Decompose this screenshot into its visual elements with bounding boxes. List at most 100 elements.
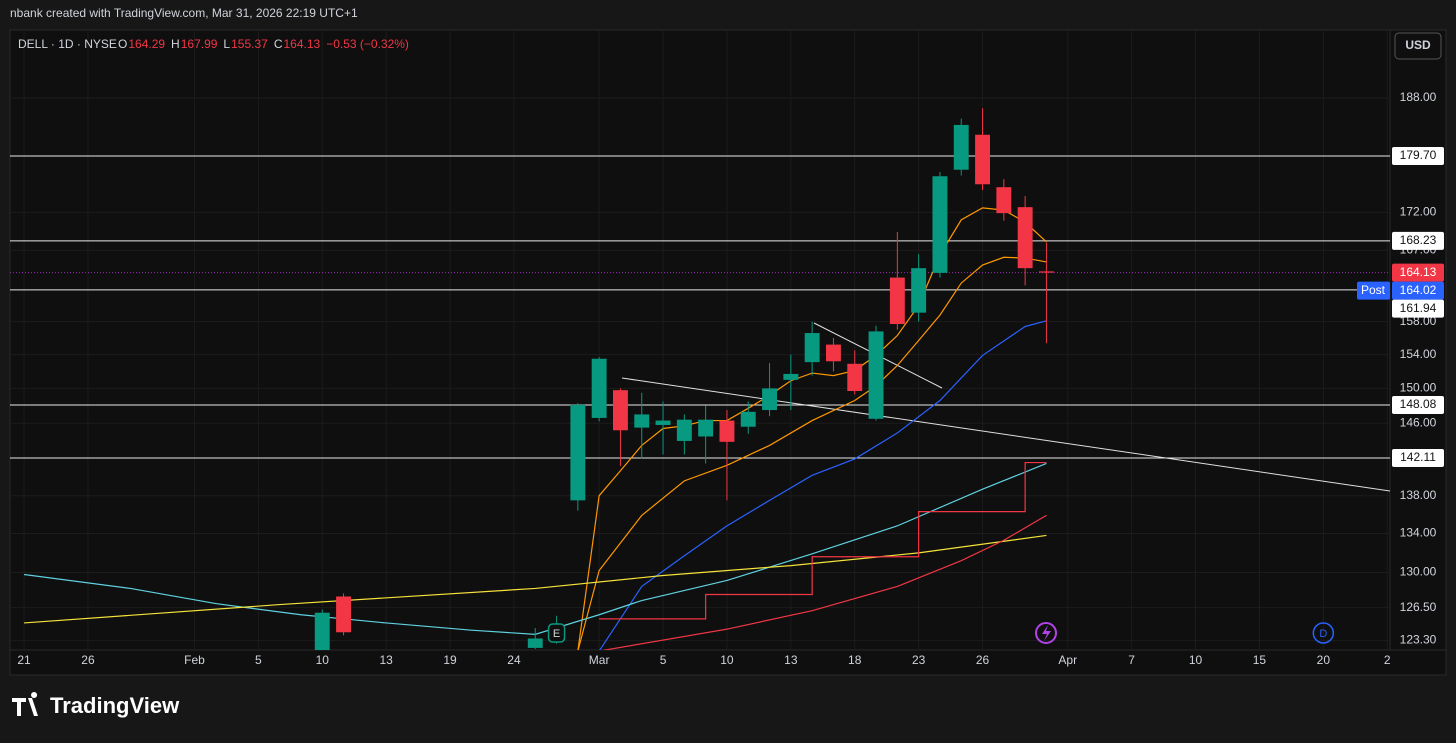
indicator-line [601, 514, 1047, 650]
symbol: DELL · 1D · NYSE [18, 37, 117, 51]
x-tick-label: 2 [1384, 653, 1391, 667]
price-label: 142.11 [1400, 450, 1436, 464]
alert-icon[interactable] [1035, 622, 1057, 644]
ohlc-letter: O [118, 37, 127, 51]
ohlc-letter: H [171, 37, 180, 51]
candle-body [1017, 207, 1033, 269]
candle-body [527, 638, 543, 648]
earnings-badge[interactable] [547, 623, 566, 643]
x-tick-label: 18 [848, 653, 862, 667]
y-tick-label: 188.00 [1400, 90, 1437, 104]
currency[interactable]: USD [1405, 38, 1431, 52]
y-tick-label: 150.00 [1400, 381, 1437, 395]
trend-line [621, 377, 1390, 492]
price-label-box [1392, 281, 1444, 300]
chart-pane [9, 29, 1447, 676]
post-tag: Post [1361, 283, 1386, 297]
x-tick-label: Apr [1058, 653, 1077, 667]
x-tick-label: 10 [316, 653, 330, 667]
y-tick-label: 123.30 [1400, 633, 1437, 647]
brand: TradingView [50, 693, 180, 718]
x-tick-label: 24 [507, 653, 521, 667]
candle-body [740, 411, 756, 427]
x-tick-label: 23 [912, 653, 926, 667]
y-tick-label: 130.00 [1400, 565, 1437, 579]
candle-body [911, 268, 927, 313]
ohlc-letter: C [274, 37, 283, 51]
candle-body [847, 363, 863, 392]
y-tick-label: 154.00 [1400, 347, 1437, 361]
candle-body [570, 404, 586, 501]
price-label: 179.70 [1400, 148, 1437, 162]
price-label-box [1392, 231, 1444, 250]
x-tick-label: 20 [1317, 653, 1331, 667]
candle-body [655, 420, 671, 425]
y-tick-label: 138.00 [1400, 488, 1437, 502]
indicator-line [599, 461, 1047, 620]
price-label-box [1392, 263, 1444, 282]
price-label-box [1392, 396, 1444, 415]
y-tick-label: 146.00 [1400, 415, 1437, 429]
candle-body [336, 596, 352, 633]
marker-label: D [1319, 628, 1327, 640]
x-tick-label: 26 [81, 653, 95, 667]
price-label-box [1392, 299, 1444, 318]
candle-body [932, 176, 948, 273]
x-tick-label: 5 [660, 653, 667, 667]
candle-body [676, 419, 692, 441]
candle-body [868, 331, 884, 419]
indicator-line [599, 320, 1047, 650]
x-tick-label: 10 [1189, 653, 1203, 667]
candle-body [996, 187, 1012, 214]
price-label: 161.94 [1400, 301, 1437, 315]
price-label: 148.08 [1400, 397, 1437, 411]
alert-bolt [1042, 625, 1051, 641]
candle-body [889, 277, 905, 325]
candle-body [698, 419, 714, 437]
x-tick-label: 21 [17, 653, 31, 667]
currency-button[interactable] [1394, 32, 1442, 60]
indicator-line [23, 462, 1047, 635]
price-label: 164.02 [1400, 283, 1437, 297]
candle-body [762, 388, 777, 411]
ohlc-value: 167.99 [181, 37, 218, 51]
post-tag-box [1357, 281, 1390, 300]
candle-body [1038, 271, 1054, 273]
candle-body [953, 124, 969, 170]
ohlc-value: 164.29 [128, 37, 165, 51]
y-tick-label: 126.50 [1400, 600, 1437, 614]
logo-mark [12, 692, 38, 716]
ohlc-letter: L [223, 37, 230, 51]
candle-body [612, 390, 628, 431]
x-tick-label: Mar [589, 653, 610, 667]
price-label: 164.13 [1400, 265, 1437, 279]
ohlc-legend: O 164.29 H 167.99 L 155.37 C 164.13 −0.53 (−0.32… [118, 37, 409, 51]
x-tick-label: 5 [255, 653, 262, 667]
x-tick-label: 13 [784, 653, 798, 667]
candle-body [825, 344, 841, 362]
x-tick-label: 10 [720, 653, 734, 667]
x-tick-label: 13 [379, 653, 393, 667]
candle-body [634, 414, 650, 428]
candle-body [719, 420, 735, 442]
change: −0.53 (−0.32%) [326, 37, 409, 51]
y-tick-label: 134.00 [1400, 526, 1437, 540]
marker-label: E [553, 628, 560, 640]
candle-body [975, 134, 990, 185]
candle-body [314, 612, 330, 650]
dividend-badge[interactable] [1312, 622, 1335, 644]
x-tick-label: 7 [1128, 653, 1135, 667]
price-label-box [1392, 147, 1444, 166]
candle-body [804, 333, 820, 363]
price-label: 168.23 [1400, 233, 1437, 247]
candle-body [591, 358, 607, 418]
x-tick-label: 26 [976, 653, 990, 667]
x-tick-label: 19 [443, 653, 457, 667]
x-tick-label: 15 [1253, 653, 1267, 667]
y-tick-label: 172.00 [1400, 205, 1437, 219]
ohlc-value: 164.13 [283, 37, 320, 51]
ohlc-value: 155.37 [231, 37, 268, 51]
price-label-box [1392, 448, 1444, 467]
grid [10, 30, 1390, 650]
